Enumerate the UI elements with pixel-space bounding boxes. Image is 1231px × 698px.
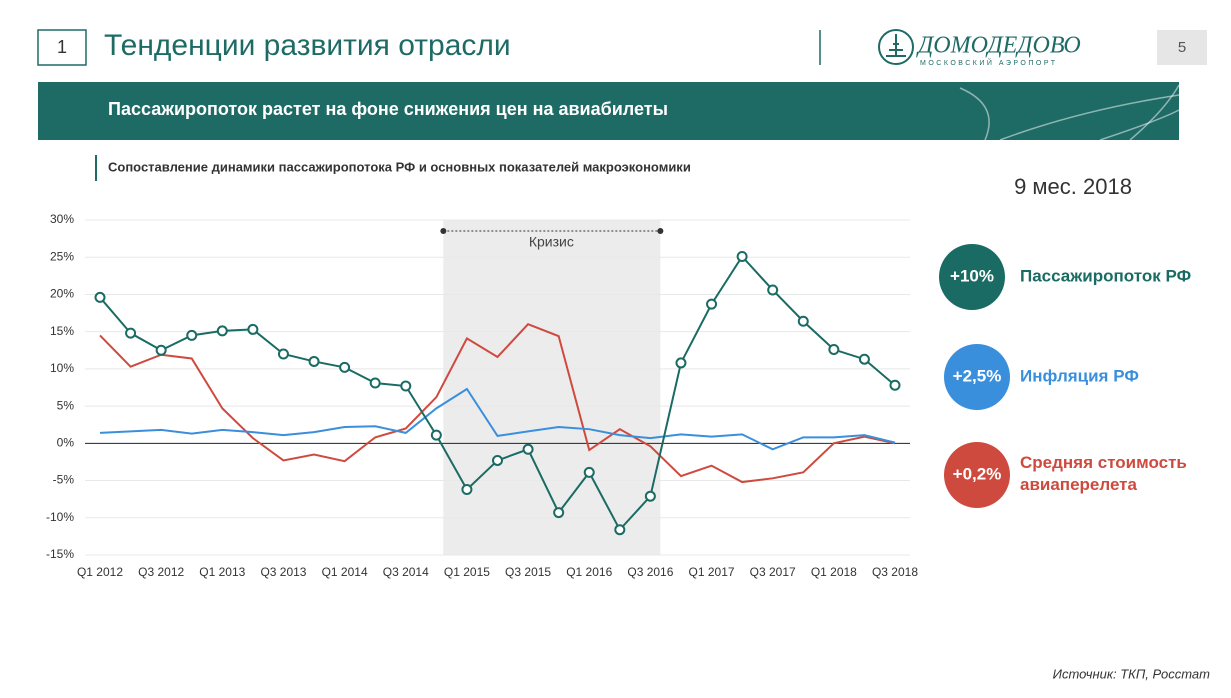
x-tick-label: Q1 2012 [77,565,123,579]
point [614,524,626,536]
x-tick-label: Q1 2014 [322,565,368,579]
x-tick-label: Q3 2013 [260,565,306,579]
legend-badge [944,344,1010,410]
point [277,348,289,360]
legend-badge-value: +0,2% [953,464,1002,483]
y-tick-label: 25% [50,249,74,263]
legend-label: Средняя стоимость авиаперелета [1020,453,1187,494]
legend-label-line: Средняя стоимость [1020,453,1187,472]
series-line [99,387,896,451]
slide-number: 1 [57,37,67,57]
y-tick-label: 0% [57,436,75,450]
point [644,490,656,502]
y-tick-label: 15% [50,324,74,338]
point [247,323,259,335]
point [461,483,473,495]
y-tick-label: 30% [50,212,74,226]
x-tick-label: Q1 2016 [566,565,612,579]
x-tick-label: Q1 2018 [811,565,857,579]
x-tick-label: Q3 2015 [505,565,551,579]
y-tick-label: 20% [50,287,74,301]
x-tick-label: Q3 2016 [627,565,673,579]
legend-label: Пассажиропоток РФ [1020,266,1191,285]
y-tick-label: -15% [46,547,74,561]
y-tick-label: 10% [50,361,74,375]
logo-icon [878,29,914,65]
slide-title: Тенденции развития отрасли [104,29,511,62]
legend-label-line: авиаперелета [1020,475,1138,494]
crisis-dot [440,228,447,234]
point [339,361,351,373]
point [828,344,840,356]
point [492,454,503,466]
number-box [37,29,87,66]
point [186,329,198,341]
chart-title: Сопоставление динамики пассажиропотока Р… [108,159,691,174]
x-tick-label: Q3 2014 [383,565,429,579]
point [430,429,442,441]
x-tick-label: Q3 2018 [872,565,918,579]
point [94,291,106,303]
point [400,380,412,392]
x-tick-label: Q1 2017 [689,565,735,579]
x-tick-label: Q3 2012 [138,565,184,579]
point [522,443,534,455]
period: 9 мес. 2018 [1014,174,1132,199]
point [553,507,565,519]
point [308,355,320,367]
point [767,284,779,296]
annotation: Кризис [529,234,574,250]
logo-icon-detail [886,34,906,57]
x-tick-label: Q3 2017 [750,565,796,579]
y-tick-label: -5% [53,473,75,487]
logo-subtext: МОСКОВСКИЙ АЭРОПОРТ [920,58,1057,67]
point [125,327,137,339]
point [155,344,167,356]
point [889,379,901,391]
point [706,298,718,310]
crisis-shade [443,220,661,555]
series-line [99,323,896,484]
legend-badge-value: +2,5% [953,366,1002,385]
page-number: 5 [1178,39,1186,56]
legend-badge-value: +10% [950,266,994,285]
point [369,377,381,389]
x-tick-label: Q1 2015 [444,565,490,579]
y-tick-label: -10% [46,510,74,524]
point [858,353,870,365]
point [216,325,228,337]
legend-label: Инфляция РФ [1020,366,1139,385]
logo-text: ДОМОДЕДОВО [916,33,1081,59]
x-tick-label: Q1 2013 [199,565,245,579]
point [797,315,809,327]
banner-decor [959,84,1180,141]
point [736,250,748,262]
banner-text: Пассажиропоток растет на фоне снижения ц… [108,99,668,119]
point [675,357,687,369]
legend-badge [944,442,1010,508]
page-box [1157,30,1207,65]
crisis-dot [657,228,664,234]
point [583,466,595,478]
legend-badge [939,244,1005,310]
y-tick-label: 5% [57,398,75,412]
source: Источник: ТКП, Росстат [1053,666,1211,681]
